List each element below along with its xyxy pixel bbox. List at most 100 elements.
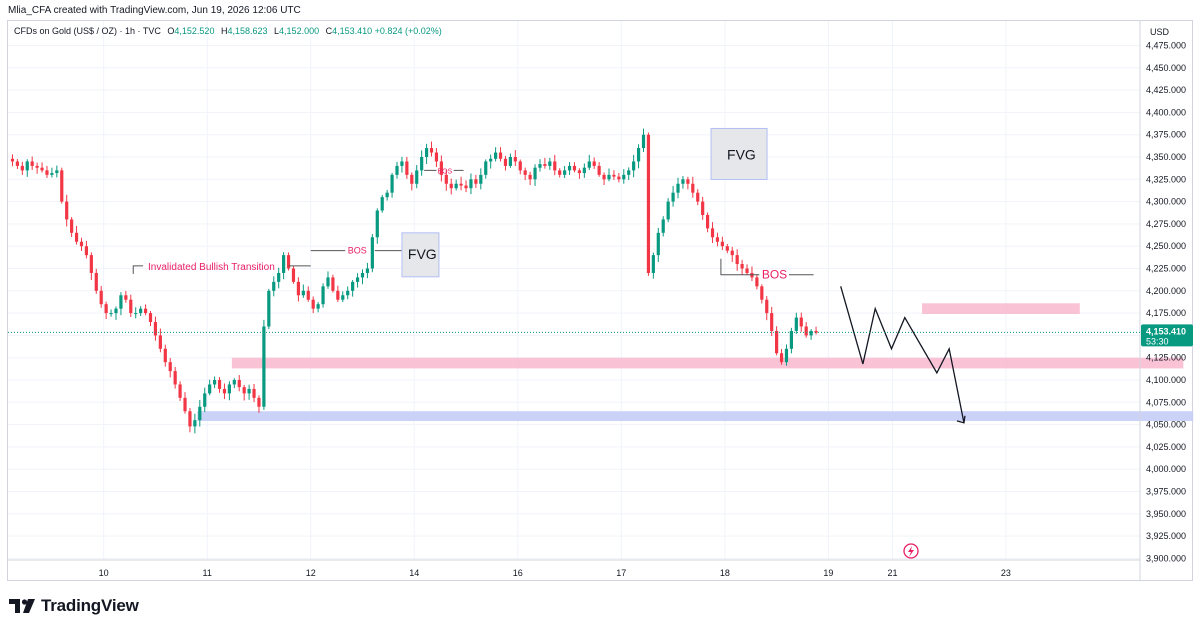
time-tick-label: 16: [513, 568, 523, 578]
candle-body: [336, 290, 340, 300]
candle-body: [178, 384, 182, 398]
candle-body: [168, 362, 172, 372]
candle-body: [474, 179, 478, 184]
currency-label[interactable]: USD: [1150, 27, 1170, 37]
candle-body: [400, 161, 404, 166]
bos-small-label: BOS: [437, 168, 452, 175]
candle-body: [770, 313, 774, 331]
price-tick-label: 4,450.000: [1146, 63, 1186, 73]
candle-body: [809, 330, 813, 336]
price-tick-label: 4,375.000: [1146, 130, 1186, 140]
candle-body: [439, 161, 443, 175]
low-value: 4,152.000: [279, 26, 320, 36]
candle-body: [355, 277, 360, 282]
candle-body: [745, 268, 749, 273]
candle-body: [163, 348, 167, 363]
lightning-icon: [903, 543, 919, 559]
candle-body: [469, 179, 473, 189]
annotations-layer: Invalidated Bullish Transition BOS FVG BOS F…: [132, 127, 919, 559]
candle-body: [129, 299, 133, 314]
candle-body: [55, 170, 59, 174]
candle-body: [272, 281, 276, 291]
projection-arrowhead: [956, 415, 966, 424]
candle-body: [282, 255, 286, 273]
price-tick-label: 4,050.000: [1146, 420, 1186, 430]
candle-body: [765, 299, 769, 314]
price-tick-label: 4,325.000: [1146, 174, 1186, 184]
candle-body: [503, 158, 508, 166]
footer-brand[interactable]: TradingView: [9, 596, 139, 616]
candle-body: [242, 387, 246, 394]
price-axis: 3,900.000 3,925.000 3,950.000 3,975.000 4,00…: [8, 21, 1193, 580]
candle-body: [139, 308, 143, 314]
time-tick-label: 17: [616, 568, 626, 578]
candle-body: [306, 290, 310, 300]
candle-body: [577, 170, 582, 174]
price-tick-label: 4,400.000: [1146, 107, 1186, 117]
zone-box: [197, 411, 1194, 422]
candle-body: [760, 286, 764, 300]
candle-body: [79, 241, 84, 247]
brand-name: TradingView: [41, 596, 139, 615]
candle-body: [494, 152, 498, 159]
candle-body: [10, 158, 15, 162]
candle-body: [370, 237, 374, 269]
candle-body: [385, 192, 389, 198]
candle-body: [153, 322, 158, 336]
open-label: O: [167, 26, 175, 36]
candle-body: [109, 313, 113, 315]
candle-body: [612, 174, 616, 177]
price-tick-label: 4,075.000: [1146, 397, 1186, 407]
bos-label: BOS: [762, 268, 787, 282]
candle-body: [538, 164, 542, 168]
candle-body: [25, 161, 29, 171]
lightning-icon-ring: [903, 543, 919, 559]
price-tick-label: 4,425.000: [1146, 85, 1186, 95]
candle-body: [459, 183, 463, 186]
candle-body: [513, 157, 517, 162]
candle-body: [602, 174, 606, 180]
candle-body: [35, 165, 39, 168]
candle-body: [779, 353, 784, 363]
symbol-legend[interactable]: CFDs on Gold (US$ / OZ) · 1h · TVC O4,15…: [14, 26, 442, 36]
time-tick-label: 23: [1001, 568, 1011, 578]
price-tick-label: 3,950.000: [1146, 509, 1186, 519]
candle-body: [523, 170, 527, 175]
candle-body: [252, 388, 256, 398]
time-tick-label: 18: [720, 568, 730, 578]
candle-body: [124, 295, 128, 300]
chart-frame[interactable]: [7, 20, 1193, 581]
candle-body: [212, 380, 217, 385]
candle-body: [351, 281, 355, 291]
candle-body: [286, 255, 291, 269]
candle-body: [119, 295, 123, 309]
price-tick-label: 3,900.000: [1146, 553, 1186, 563]
low-label: L: [274, 26, 280, 36]
candle-body: [410, 174, 414, 184]
chart-credit: Mlia_CFA created with TradingView.com, J…: [8, 5, 301, 16]
price-tick-label: 4,175.000: [1146, 308, 1186, 318]
candle-body: [710, 228, 715, 238]
candle-body: [380, 197, 384, 211]
candle-body: [696, 192, 700, 202]
candle-body: [543, 164, 547, 166]
candle-body: [705, 214, 710, 229]
price-tick-label: 4,100.000: [1146, 375, 1186, 385]
candle-body: [622, 174, 626, 180]
time-axis: 10 11 12 14 16 17 18 19 21 23: [8, 559, 1140, 578]
candle-body: [597, 165, 601, 175]
candle-body: [247, 388, 251, 394]
candle-body: [582, 167, 586, 174]
candle-body: [173, 371, 177, 385]
candle-body: [464, 185, 468, 189]
candles-layer: [10, 128, 818, 434]
candle-body: [262, 326, 266, 407]
price-tick-label: 4,300.000: [1146, 197, 1186, 207]
candle-body: [651, 255, 655, 273]
candle-body: [74, 232, 79, 242]
candle-body: [646, 134, 651, 273]
candle-body: [20, 165, 24, 171]
candle-body: [50, 173, 54, 175]
fvg-box: [401, 232, 440, 278]
